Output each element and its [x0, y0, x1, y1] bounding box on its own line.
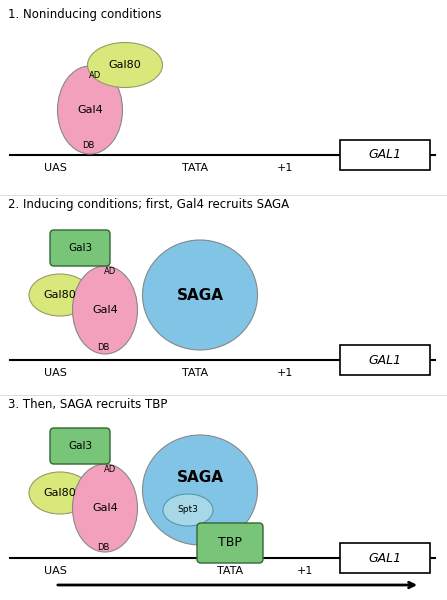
Text: DB: DB [97, 343, 109, 352]
Text: UAS: UAS [43, 368, 67, 378]
FancyBboxPatch shape [197, 523, 263, 563]
Ellipse shape [72, 464, 138, 552]
Text: AD: AD [89, 70, 101, 79]
Bar [340, 345, 430, 375]
Text: Gal80: Gal80 [109, 60, 141, 70]
Text: TBP: TBP [218, 536, 242, 550]
Text: UAS: UAS [43, 566, 67, 576]
Text: GAL1: GAL1 [368, 353, 401, 367]
Text: TATA: TATA [182, 368, 208, 378]
Text: TATA: TATA [182, 163, 208, 173]
FancyBboxPatch shape [50, 230, 110, 266]
Ellipse shape [143, 240, 257, 350]
Text: TATA: TATA [217, 566, 243, 576]
Text: Gal3: Gal3 [68, 441, 92, 451]
Text: Gal4: Gal4 [77, 105, 103, 115]
Text: Spt3: Spt3 [177, 505, 198, 514]
Text: Gal80: Gal80 [44, 290, 76, 300]
Text: Gal3: Gal3 [68, 243, 92, 253]
Bar [340, 140, 430, 170]
Bar [340, 543, 430, 573]
Text: 3. Then, SAGA recruits TBP: 3. Then, SAGA recruits TBP [8, 398, 167, 411]
Ellipse shape [58, 66, 122, 154]
Text: 1. Noninducing conditions: 1. Noninducing conditions [8, 8, 161, 21]
Ellipse shape [29, 274, 91, 316]
Text: 2. Inducing conditions; first, Gal4 recruits SAGA: 2. Inducing conditions; first, Gal4 recr… [8, 198, 289, 211]
Text: UAS: UAS [43, 163, 67, 173]
Text: +1: +1 [297, 566, 313, 576]
Text: DB: DB [97, 544, 109, 553]
Ellipse shape [29, 472, 91, 514]
FancyBboxPatch shape [50, 428, 110, 464]
Text: GAL1: GAL1 [368, 148, 401, 161]
Text: Gal80: Gal80 [44, 488, 76, 498]
Ellipse shape [163, 494, 213, 526]
Text: GAL1: GAL1 [368, 551, 401, 565]
Text: AD: AD [104, 466, 116, 475]
Text: Gal4: Gal4 [92, 503, 118, 513]
Text: +1: +1 [277, 163, 293, 173]
Text: AD: AD [104, 268, 116, 277]
Ellipse shape [143, 435, 257, 545]
Text: DB: DB [82, 140, 94, 149]
Text: Gal4: Gal4 [92, 305, 118, 315]
Ellipse shape [88, 43, 163, 88]
Text: SAGA: SAGA [177, 287, 224, 302]
Text: +1: +1 [277, 368, 293, 378]
Text: SAGA: SAGA [177, 470, 224, 485]
Ellipse shape [72, 266, 138, 354]
